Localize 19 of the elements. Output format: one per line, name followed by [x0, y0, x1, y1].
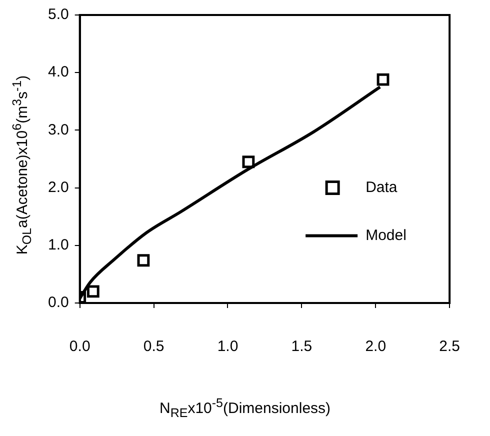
- x-tick-label: 1.5: [291, 338, 312, 356]
- x-axis-title: N$_{RE}$x10$^{-5}$(Dimensionless): [158, 396, 332, 420]
- y-tick-label: 5.0: [48, 6, 69, 24]
- point: [86, 285, 100, 298]
- x-tick-label: 1.0: [217, 338, 238, 356]
- x-tick-label: 0.0: [69, 338, 90, 356]
- y-tick-label: 1.0: [48, 236, 69, 254]
- x-tick-label: 0.5: [143, 338, 164, 356]
- y-tick-label: 4.0: [48, 64, 69, 81]
- y-tick-label: 2.0: [48, 178, 69, 196]
- y-tick-label: 3.0: [48, 121, 69, 138]
- point: [137, 254, 150, 267]
- x-tick-label: 2.5: [439, 338, 460, 356]
- legend-label: Data: [366, 178, 398, 196]
- x-tick-label: 2.0: [365, 338, 386, 356]
- y-tick-label: 0.0: [48, 294, 69, 312]
- point: [242, 156, 255, 168]
- legend-label: Model: [366, 226, 406, 244]
- point: [376, 73, 390, 86]
